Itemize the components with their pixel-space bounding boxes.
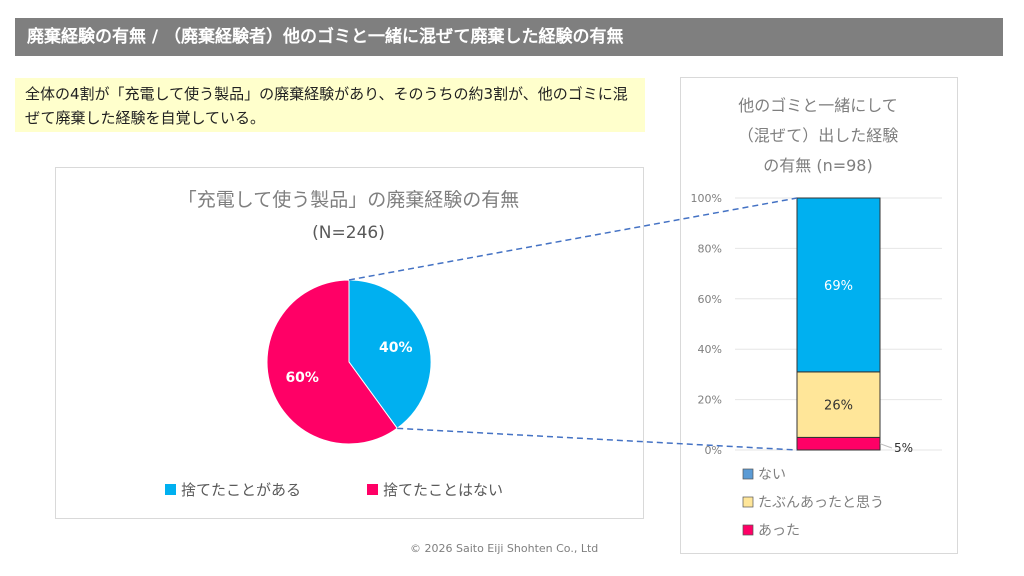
page-title: 廃棄経験の有無 / （廃棄経験者）他のゴミと一緒に混ぜて廃棄した経験の有無 — [15, 18, 1003, 56]
bar-data-label: 5% — [894, 441, 913, 455]
bar-legend-swatch — [742, 468, 754, 480]
pie-subtitle: (N=246) — [312, 223, 385, 243]
bar-title-3: の有無 (n=98) — [763, 156, 873, 175]
bar-data-label: 69% — [824, 279, 853, 294]
bar-segment-0 — [796, 436, 881, 451]
y-tick-label: 80% — [698, 242, 722, 255]
connector-line-top — [348, 197, 798, 281]
pie-slice-0 — [348, 279, 432, 430]
bar-legend-swatch — [742, 524, 754, 536]
pie-data-label: 60% — [285, 370, 319, 386]
y-tick-label: 20% — [698, 394, 722, 407]
bar-legend-swatch — [742, 496, 754, 508]
copyright: © 2026 Saito Eiji Shohten Co., Ltd — [410, 542, 599, 555]
bar-legend-label: あった — [758, 523, 800, 539]
bar-title-1: 他のゴミと一緒にして — [738, 96, 898, 115]
summary-note: 全体の4割が「充電して使う製品」の廃棄経験があり、そのうちの約3割が、他のゴミに… — [15, 78, 645, 132]
y-tick-label: 0% — [705, 444, 722, 457]
pie-legend-swatch — [367, 484, 378, 495]
connector-line-bottom — [397, 427, 798, 451]
leader-line — [879, 443, 893, 449]
pie-legend-label: 捨てたことがある — [181, 481, 301, 499]
bar-legend-label: たぶんあったと思う — [758, 495, 884, 511]
pie-legend-swatch — [165, 484, 176, 495]
bar-segment-2 — [796, 197, 881, 373]
pie-slice-1 — [266, 279, 398, 445]
pie-title: 「充電して使う製品」の廃棄経験の有無 — [177, 189, 520, 211]
bar-data-label: 26% — [824, 399, 853, 414]
bar-title-2: （混ぜて）出した経験 — [737, 126, 899, 145]
y-tick-label: 100% — [691, 192, 722, 205]
bar-legend-label: ない — [758, 467, 786, 483]
pie-legend-label: 捨てたことはない — [383, 481, 503, 499]
y-tick-label: 60% — [698, 293, 722, 306]
y-tick-label: 40% — [698, 343, 722, 356]
pie-data-label: 40% — [379, 340, 413, 356]
